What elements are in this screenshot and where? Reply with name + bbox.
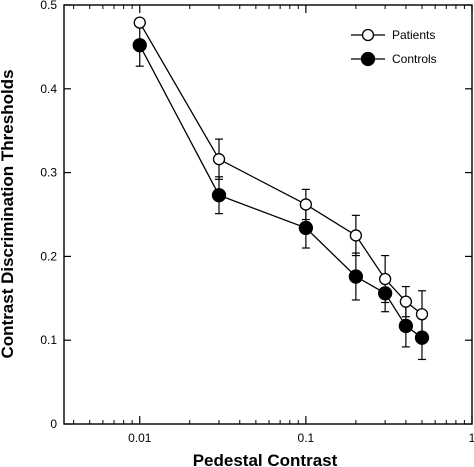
data-point-controls bbox=[211, 188, 227, 203]
x-tick-label: 1 bbox=[469, 431, 474, 445]
data-point-controls bbox=[132, 38, 147, 53]
x-tick-label: 0.01 bbox=[128, 431, 152, 445]
plot-area bbox=[63, 4, 473, 425]
y-axis: 0 0.1 0.2 0.3 0.4 0.5 bbox=[40, 0, 472, 431]
data-point-patients bbox=[133, 16, 146, 29]
data-point-patients bbox=[299, 198, 313, 211]
legend-marker-patients bbox=[361, 28, 375, 42]
x-axis: 0.01 0.1 1 bbox=[73, 5, 474, 445]
series-layer bbox=[132, 16, 430, 361]
legend: Patients Controls bbox=[351, 28, 437, 67]
x-tick-label: 0.1 bbox=[298, 431, 315, 445]
plot-frame bbox=[63, 4, 473, 425]
legend-label-patients: Patients bbox=[392, 28, 435, 42]
data-point-controls bbox=[377, 286, 393, 301]
data-point-controls bbox=[414, 330, 430, 345]
y-tick-label: 0.3 bbox=[40, 166, 57, 180]
y-tick-label: 0.4 bbox=[40, 82, 57, 96]
data-point-patients bbox=[399, 295, 413, 308]
data-point-patients bbox=[212, 153, 226, 166]
series-line-patients bbox=[139, 22, 423, 315]
data-point-controls bbox=[298, 220, 314, 236]
y-axis-title: Contrast Discrimination Thresholds bbox=[0, 69, 17, 358]
data-point-patients bbox=[378, 272, 392, 286]
data-point-controls bbox=[398, 318, 414, 334]
y-tick-label: 0.5 bbox=[40, 0, 57, 12]
data-point-patients bbox=[415, 308, 429, 321]
data-point-patients bbox=[349, 229, 363, 242]
y-tick-label: 0.2 bbox=[40, 249, 57, 263]
y-tick-label: 0 bbox=[50, 417, 57, 431]
data-point-controls bbox=[348, 269, 364, 284]
y-tick-label: 0.1 bbox=[40, 333, 57, 347]
legend-marker-controls bbox=[360, 51, 376, 67]
legend-label-controls: Controls bbox=[392, 52, 437, 66]
x-axis-title: Pedestal Contrast bbox=[193, 451, 338, 467]
